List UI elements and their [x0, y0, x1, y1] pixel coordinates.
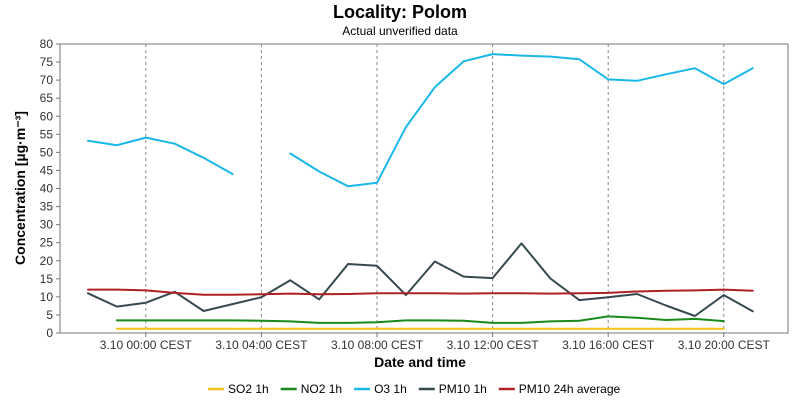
- y-tick-label: 10: [40, 290, 54, 304]
- chart-subtitle: Actual unverified data: [342, 24, 458, 38]
- y-axis: 0 5 10 15 20 25 30 35 40 45 50 55 60 65 70 75 80: [40, 37, 60, 340]
- series-line-pm10-1h: [87, 242, 754, 317]
- series-line-pm10-24h-average: [87, 288, 754, 296]
- x-axis: 3.10 00:00 CEST 3.10 04:00 CEST 3.10 08:00…: [100, 333, 771, 352]
- y-axis-label: Concentration [µg·m⁻³]: [12, 111, 28, 265]
- grid: [145, 44, 725, 333]
- y-tick-label: 50: [40, 145, 54, 159]
- y-tick-label: 45: [40, 163, 54, 177]
- chart-title: Locality: Polom: [333, 2, 467, 22]
- y-tick-label: 20: [40, 254, 54, 268]
- legend: SO2 1h NO2 1h O3 1h PM10 1h PM10 24h average: [208, 382, 621, 396]
- y-tick-label: 60: [40, 109, 54, 123]
- y-tick-label: 5: [46, 308, 53, 322]
- y-tick-label: 55: [40, 127, 54, 141]
- y-tick-label: 75: [40, 55, 54, 69]
- x-tick-label: 3.10 08:00 CEST: [331, 338, 424, 352]
- y-tick-label: 80: [40, 37, 54, 51]
- y-tick-label: 40: [40, 182, 54, 196]
- x-tick-label: 3.10 00:00 CEST: [100, 338, 193, 352]
- y-tick-label: 25: [40, 236, 54, 250]
- series-line-no2-1h: [115, 315, 725, 324]
- y-tick-label: 65: [40, 91, 54, 105]
- x-tick-label: 3.10 12:00 CEST: [447, 338, 540, 352]
- legend-label-pm10-1h: PM10 1h: [439, 382, 487, 396]
- x-tick-label: 3.10 16:00 CEST: [562, 338, 655, 352]
- y-tick-label: 35: [40, 200, 54, 214]
- series-layer: [87, 53, 754, 330]
- legend-label-pm10-24h-average: PM10 24h average: [519, 382, 621, 396]
- legend-label-so2-1h: SO2 1h: [228, 382, 269, 396]
- y-tick-label: 30: [40, 218, 54, 232]
- y-tick-label: 15: [40, 272, 54, 286]
- x-tick-label: 3.10 20:00 CEST: [678, 338, 771, 352]
- series-line-o3-1h: [289, 53, 754, 188]
- x-axis-label: Date and time: [374, 354, 466, 370]
- y-tick-label: 70: [40, 73, 54, 87]
- y-tick-label: 0: [46, 326, 53, 340]
- series-line-o3-1h: [87, 136, 234, 175]
- legend-label-no2-1h: NO2 1h: [301, 382, 342, 396]
- legend-label-o3-1h: O3 1h: [374, 382, 407, 396]
- x-tick-label: 3.10 04:00 CEST: [215, 338, 308, 352]
